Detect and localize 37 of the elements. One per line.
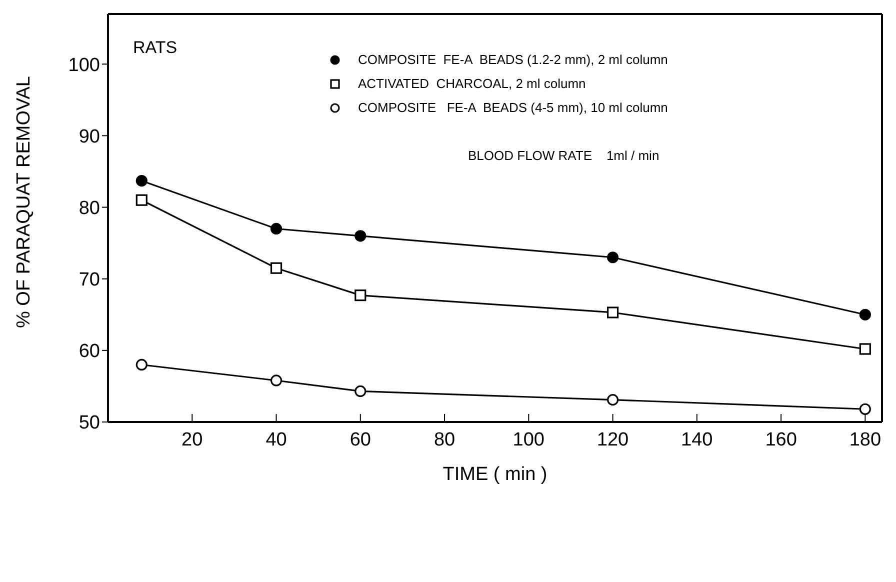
- x-tick-label: 180: [849, 429, 882, 450]
- x-tick-label: 140: [681, 429, 713, 450]
- point: [270, 222, 282, 235]
- y-tick-label: 50: [78, 412, 100, 434]
- point: [859, 308, 871, 320]
- x-tick-label: 120: [596, 429, 629, 450]
- y-tick-label: 60: [78, 341, 100, 362]
- x-axis-title: TIME ( min ): [442, 464, 548, 485]
- x-tick-label: 100: [512, 429, 545, 450]
- y-tick-label: 90: [78, 126, 100, 148]
- point: [606, 394, 619, 406]
- point: [859, 403, 871, 415]
- x-tick-label: 60: [350, 429, 371, 450]
- y-tick-label: 100: [68, 54, 100, 76]
- legend-label: COMPOSITE FE-A BEADS (4-5 mm), 10 ml column: [358, 99, 668, 117]
- point: [136, 358, 148, 371]
- legend-label: ACTIVATED CHARCOAL, 2 ml column: [358, 75, 586, 93]
- y-tick-label: 80: [78, 198, 100, 220]
- point: [354, 385, 366, 398]
- point: [354, 230, 366, 242]
- point: [606, 252, 619, 264]
- point: [136, 174, 148, 187]
- point: [270, 374, 282, 386]
- x-tick-label: 40: [266, 429, 287, 450]
- point: [270, 262, 282, 274]
- point: [859, 343, 871, 355]
- x-tick-label: 80: [434, 429, 456, 450]
- y-axis-title: % OF PARAQUAT REMOVAL: [14, 76, 35, 328]
- x-tick-label: 20: [182, 429, 203, 450]
- annotation: BLOOD FLOW RATE 1ml / min: [468, 148, 660, 163]
- point: [606, 306, 619, 318]
- point: [136, 194, 148, 206]
- point: [354, 290, 366, 302]
- y-tick-label: 70: [78, 270, 100, 291]
- x-tick-label: 160: [765, 429, 797, 450]
- annotation: RATS: [133, 38, 178, 58]
- legend-label: COMPOSITE FE-A BEADS (1.2-2 mm), 2 ml column: [358, 51, 668, 69]
